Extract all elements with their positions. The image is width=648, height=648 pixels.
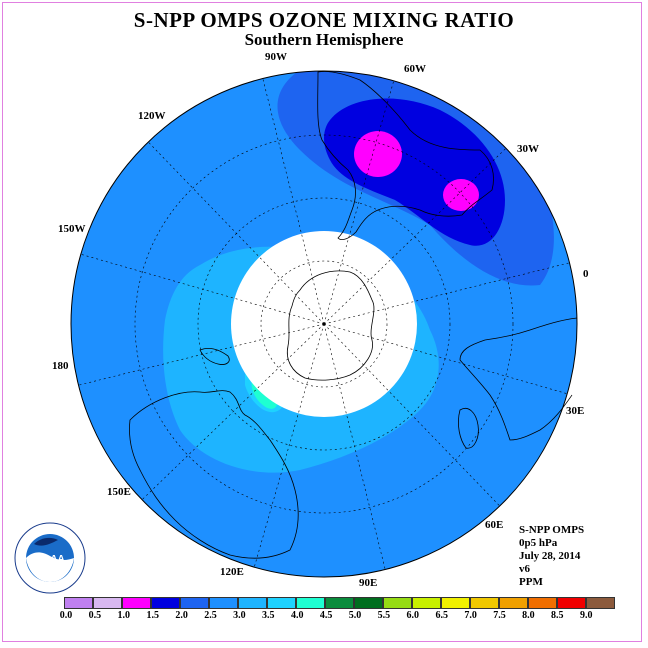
meridian-line bbox=[323, 148, 507, 325]
longitude-lines bbox=[78, 78, 570, 570]
colorbar-tick-label: 1.5 bbox=[146, 610, 159, 621]
lon-label-180: 180 bbox=[52, 360, 69, 372]
colorbar-tick-label: 6.5 bbox=[435, 610, 448, 621]
meridian-line bbox=[323, 323, 500, 507]
colorbar-swatch bbox=[528, 597, 557, 609]
colorbar-tick-label: 8.0 bbox=[522, 610, 535, 621]
meridian-line bbox=[141, 323, 325, 500]
lon-label-90e: 90E bbox=[359, 577, 378, 589]
lon-label-150w: 150W bbox=[58, 223, 86, 235]
lon-label-0: 0 bbox=[583, 268, 589, 280]
south-america-outline bbox=[317, 71, 494, 240]
colorbar-tick-label: 0.0 bbox=[59, 610, 73, 621]
colorbar-swatch bbox=[325, 597, 354, 609]
colorbar-tick-label: 4.5 bbox=[319, 610, 333, 621]
colorbar bbox=[64, 597, 615, 609]
colorbar-tick-label: 6.0 bbox=[406, 610, 420, 621]
lon-label-30e: 30E bbox=[566, 405, 585, 417]
latitude-lines bbox=[134, 134, 514, 514]
info-version: v6 bbox=[519, 563, 530, 575]
colorbar-tick-label: 1.0 bbox=[117, 610, 131, 621]
meridian-line bbox=[253, 323, 325, 568]
madagascar-outline bbox=[458, 408, 479, 449]
contour-1p0-b bbox=[443, 179, 479, 211]
south-pole-marker bbox=[322, 322, 326, 326]
product-info: S-NPP OMPS 0p5 hPa July 28, 2014 v6 PPM bbox=[519, 524, 584, 589]
map-boundary bbox=[70, 70, 578, 578]
info-date: July 28, 2014 bbox=[519, 550, 581, 562]
colorbar-swatch bbox=[267, 597, 296, 609]
info-units: PPM bbox=[519, 576, 543, 588]
meridian-line bbox=[148, 141, 325, 325]
colorbar-swatch bbox=[93, 597, 122, 609]
australia-outline bbox=[129, 390, 299, 559]
colorbar-swatch bbox=[122, 597, 151, 609]
contour-1p0-a bbox=[354, 131, 402, 177]
meridian-line bbox=[262, 78, 325, 325]
colorbar-tick-label: 9.0 bbox=[579, 610, 593, 621]
meridian-line bbox=[80, 253, 325, 325]
meridian-line bbox=[323, 262, 570, 325]
lon-label-120w: 120W bbox=[138, 110, 166, 122]
colorbar-tick-label: 7.5 bbox=[493, 610, 506, 621]
lon-label-60w: 60W bbox=[404, 63, 426, 75]
colorbar-swatch bbox=[586, 597, 615, 609]
meridian-line bbox=[323, 323, 386, 570]
lon-label-30w: 30W bbox=[517, 143, 539, 155]
colorbar-swatch bbox=[180, 597, 209, 609]
antarctica-outline bbox=[286, 270, 375, 381]
map-title: S-NPP OMPS OZONE MIXING RATIO bbox=[133, 8, 515, 32]
lon-label-120e: 120E bbox=[220, 566, 244, 578]
colorbar-swatch bbox=[209, 597, 238, 609]
lon-label-90w: 90W bbox=[265, 51, 287, 63]
lon-label-150e: 150E bbox=[107, 486, 131, 498]
image-frame bbox=[2, 2, 642, 642]
colorbar-tick-label: 8.5 bbox=[551, 610, 564, 621]
meridian-line bbox=[78, 323, 325, 386]
colorbar-tick-label: 0.5 bbox=[88, 610, 102, 621]
lon-label-60e: 60E bbox=[485, 519, 504, 531]
colorbar-swatch bbox=[557, 597, 586, 609]
colorbar-swatch bbox=[470, 597, 499, 609]
colorbar-tick-label: 7.0 bbox=[464, 610, 477, 621]
colorbar-ticks: 0.0 0.5 1.0 1.5 2.0 2.5 3.0 3.5 4.0 4.5 5.0 5.5 6.0 6… bbox=[0, 610, 648, 624]
colorbar-swatch bbox=[151, 597, 180, 609]
africa-outline bbox=[459, 317, 578, 441]
colorbar-swatch bbox=[383, 597, 412, 609]
meridian-line bbox=[323, 80, 395, 325]
colorbar-tick-label: 5.5 bbox=[377, 610, 391, 621]
new-zealand-outline bbox=[199, 348, 230, 365]
colorbar-swatch bbox=[412, 597, 441, 609]
colorbar-swatch bbox=[354, 597, 383, 609]
colorbar-swatch bbox=[238, 597, 267, 609]
meridian-line bbox=[323, 323, 568, 395]
colorbar-swatch bbox=[441, 597, 470, 609]
colorbar-swatch bbox=[499, 597, 528, 609]
colorbar-swatch bbox=[296, 597, 325, 609]
colorbar-tick-label: 3.5 bbox=[262, 610, 275, 621]
colorbar-tick-label: 4.0 bbox=[290, 610, 304, 621]
noaa-logo: NOAA bbox=[14, 522, 86, 594]
info-instrument: S-NPP OMPS bbox=[519, 524, 585, 536]
info-level: 0p5 hPa bbox=[519, 537, 558, 549]
colorbar-tick-label: 5.0 bbox=[348, 610, 362, 621]
colorbar-swatch bbox=[64, 597, 93, 609]
colorbar-tick-label: 2.5 bbox=[204, 610, 217, 621]
colorbar-tick-label: 3.0 bbox=[233, 610, 246, 621]
svg-text:NOAA: NOAA bbox=[35, 554, 64, 565]
colorbar-tick-label: 2.0 bbox=[175, 610, 188, 621]
map-subtitle: Southern Hemisphere bbox=[244, 30, 404, 49]
